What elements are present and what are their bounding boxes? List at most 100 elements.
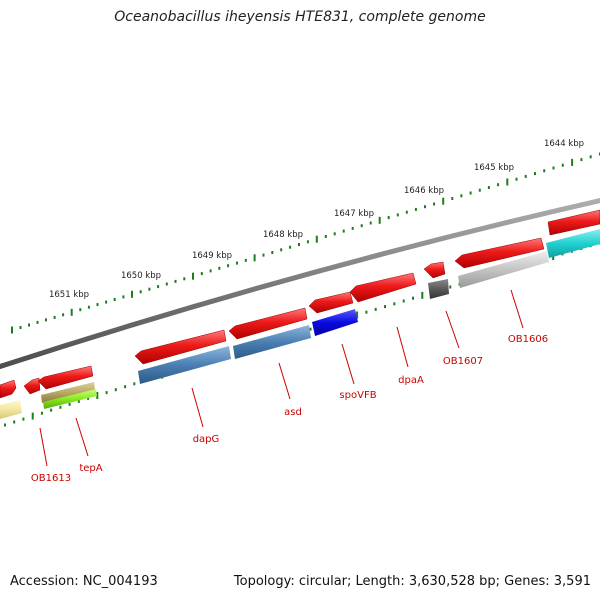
feature-steelblue-asd[interactable] (233, 325, 311, 359)
outer-minor-tick (589, 155, 592, 159)
inner-major-tick (356, 311, 359, 319)
callout-line (191, 387, 204, 428)
outer-major-tick (506, 178, 509, 186)
outer-minor-tick (433, 202, 436, 206)
outer-minor-tick (451, 197, 454, 200)
gene-label[interactable]: OB1607 (443, 356, 483, 367)
outer-major-tick (70, 308, 73, 316)
inner-minor-tick (133, 382, 136, 386)
feature-blue-spovfb[interactable] (312, 309, 358, 336)
outer-minor-tick (62, 313, 65, 317)
inner-major-tick (31, 412, 34, 420)
outer-major-tick (442, 197, 445, 205)
accession-label: Accession: NC_004193 (10, 574, 158, 589)
callout-line (341, 343, 355, 385)
callout-line (39, 427, 48, 467)
outer-minor-tick (424, 205, 426, 209)
callout-line (445, 310, 460, 349)
feature-lime[interactable] (43, 389, 97, 409)
gene-arrow-spovfb[interactable] (308, 291, 354, 314)
feature-pale-yellow[interactable] (0, 400, 22, 419)
outer-minor-tick (96, 303, 99, 307)
feature-cyan[interactable] (546, 229, 600, 258)
gene-label[interactable]: dpaA (398, 375, 424, 386)
inner-minor-tick (4, 423, 6, 427)
outer-minor-tick (19, 326, 22, 329)
gene-label[interactable]: OB1606 (508, 334, 548, 345)
outer-major-tick (571, 158, 574, 166)
outer-minor-tick (405, 210, 408, 214)
kbp-tick-label: 1644 kbp (544, 139, 584, 149)
gene-arrow-asd[interactable] (228, 307, 308, 340)
outer-minor-tick (561, 163, 564, 167)
kbp-tick-label: 1651 kbp (49, 290, 89, 300)
outer-minor-tick (87, 305, 90, 309)
outer-minor-tick (271, 251, 274, 254)
outer-major-tick (11, 326, 13, 334)
gene-label[interactable]: OB1613 (31, 473, 71, 484)
inner-minor-tick (87, 396, 90, 400)
outer-major-tick (315, 235, 318, 243)
outer-minor-tick (148, 287, 151, 291)
outer-minor-tick (351, 226, 354, 230)
outer-minor-tick (543, 169, 546, 173)
outer-major-tick (192, 272, 194, 280)
inner-minor-tick (114, 388, 117, 392)
genome-summary: Topology: circular; Length: 3,630,528 bp… (233, 574, 591, 589)
gene-label[interactable]: asd (284, 407, 302, 418)
inner-minor-tick (374, 307, 377, 311)
feature-track (0, 229, 600, 419)
outer-minor-tick (369, 221, 372, 225)
outer-minor-tick (497, 183, 500, 187)
outer-major-tick (378, 216, 381, 224)
outer-minor-tick (79, 308, 82, 312)
feature-darkgray-ob1607[interactable] (428, 279, 449, 299)
gene-label[interactable]: dapG (193, 434, 220, 445)
outer-minor-tick (139, 290, 142, 294)
callout-line (75, 417, 89, 457)
outer-minor-tick (165, 282, 168, 286)
outer-minor-tick (487, 186, 490, 189)
callout-line (510, 289, 524, 329)
inner-minor-tick (68, 402, 71, 406)
outer-minor-tick (515, 177, 518, 181)
inner-minor-tick (13, 420, 16, 424)
gene-arrow-ob1606[interactable] (454, 237, 545, 269)
outer-minor-tick (478, 188, 481, 192)
gene-label[interactable]: spoVFB (339, 390, 376, 401)
gene-arrow-small[interactable] (23, 377, 41, 395)
inner-minor-tick (365, 310, 368, 314)
gene-arrow-far-left[interactable] (0, 379, 17, 399)
gene-label[interactable]: tepA (79, 463, 102, 474)
outer-minor-tick (524, 174, 527, 178)
outer-major-tick (253, 254, 256, 262)
feature-steelblue-dapg[interactable] (138, 346, 231, 384)
gene-arrow-ob1607[interactable] (423, 261, 446, 279)
feature-khaki[interactable] (41, 382, 95, 403)
gene-arrow-right-edge[interactable] (547, 209, 600, 236)
inner-minor-tick (449, 285, 452, 289)
gene-arrow-dapg[interactable] (134, 329, 227, 365)
outer-minor-tick (324, 235, 327, 238)
inner-minor-tick (393, 302, 396, 306)
kbp-tick-label: 1649 kbp (192, 251, 232, 261)
kbp-tick-label: 1647 kbp (334, 209, 374, 219)
outer-minor-tick (360, 224, 363, 228)
inner-minor-tick (105, 391, 108, 395)
outer-minor-tick (244, 258, 247, 262)
outer-minor-tick (36, 320, 39, 324)
feature-lightgray-ob1606[interactable] (458, 251, 549, 288)
gene-arrow-dpaa[interactable] (349, 272, 417, 303)
outer-minor-tick (218, 266, 221, 270)
callout-line (278, 362, 291, 400)
forward-strand-genes (0, 209, 600, 399)
gene-arrow-ob1613[interactable] (37, 365, 94, 390)
outer-minor-tick (469, 191, 472, 195)
outer-minor-tick (298, 243, 300, 246)
outer-minor-tick (414, 207, 417, 211)
outer-kbp-ruler (11, 152, 600, 334)
outer-minor-tick (580, 158, 583, 162)
outer-minor-tick (262, 253, 265, 257)
